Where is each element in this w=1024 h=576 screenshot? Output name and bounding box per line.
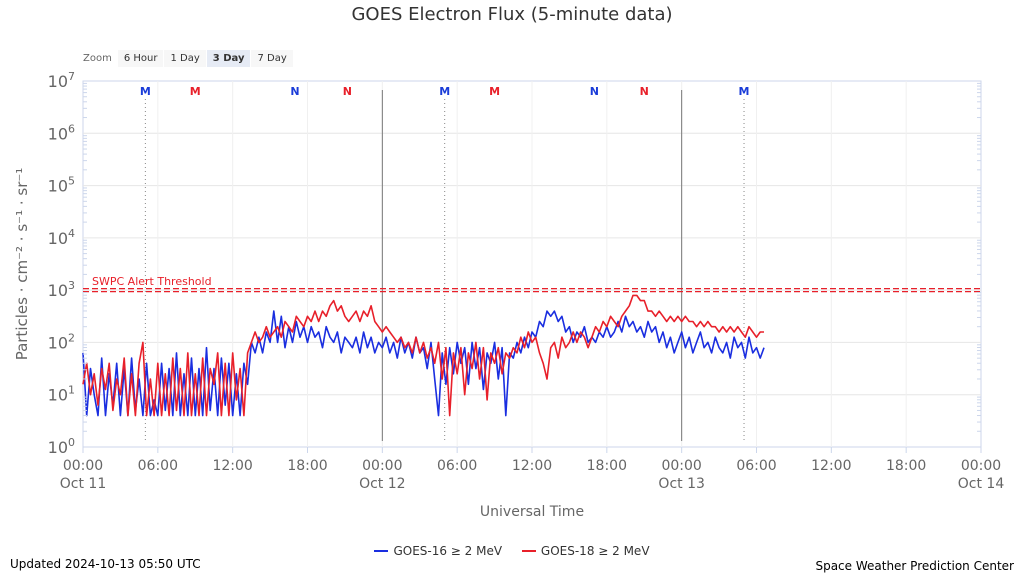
legend-label-goes16: GOES-16 ≥ 2 MeV — [393, 544, 503, 558]
event-marker-label: M — [739, 85, 750, 98]
x-tick-label: 00:00 — [961, 458, 1001, 474]
x-tick-label: 00:00 — [661, 458, 701, 474]
x-tick-label: 12:00 — [811, 458, 851, 474]
updated-timestamp: Updated 2024-10-13 05:50 UTC — [10, 557, 201, 571]
legend-item-goes16[interactable]: GOES-16 ≥ 2 MeV — [374, 544, 502, 558]
y-tick-label: 103 — [48, 279, 75, 300]
threshold: SWPC Alert Threshold — [83, 275, 981, 293]
zoom-3-day-button[interactable]: 3 Day — [206, 50, 251, 67]
x-tick-label: 12:00 — [212, 458, 252, 474]
legend-label-goes18: GOES-18 ≥ 2 MeV — [540, 544, 650, 558]
grid — [82, 80, 982, 448]
y-tick-label: 102 — [48, 331, 75, 352]
event-marker-label: M — [439, 85, 450, 98]
event-marker-label: N — [590, 85, 599, 98]
y-axis-title: Particles · cm⁻² · s⁻¹ · sr⁻¹ — [13, 168, 31, 361]
x-tick-label: 12:00 — [512, 458, 552, 474]
event-marker-label: N — [640, 85, 649, 98]
zoom-7-day-button[interactable]: 7 Day — [251, 50, 293, 67]
chart-title: GOES Electron Flux (5-minute data) — [351, 4, 673, 25]
series-goes16-line — [82, 310, 765, 417]
event-marker-label: N — [343, 85, 352, 98]
y-tick-label: 104 — [48, 227, 75, 248]
zoom-1-day-button[interactable]: 1 Day — [164, 50, 206, 67]
x-tick-label: 06:00 — [437, 458, 477, 474]
y-tick-label: 107 — [48, 70, 75, 91]
zoom-bar: Zoom 6 Hour 1 Day 3 Day 7 Day — [83, 50, 294, 67]
event-marker-label: M — [489, 85, 500, 98]
x-date-label: Oct 11 — [60, 476, 106, 492]
y-tick-label: 106 — [48, 122, 75, 143]
axes: 100 101 102 103 104 105 106 107 00:00 Oct 11 06:00… — [13, 70, 1004, 520]
series-goes18-line — [82, 294, 764, 417]
legend-item-goes18[interactable]: GOES-18 ≥ 2 MeV — [521, 544, 650, 558]
credit-text: Space Weather Prediction Center — [815, 559, 1014, 573]
series-lines — [82, 294, 765, 417]
x-tick-label: 18:00 — [287, 458, 327, 474]
y-tick-label: 105 — [48, 175, 75, 196]
zoom-label: Zoom — [83, 53, 112, 64]
x-date-label: Oct 12 — [359, 476, 405, 492]
x-tick-label: 00:00 — [63, 458, 103, 474]
x-tick-label: 18:00 — [587, 458, 627, 474]
x-tick-label: 00:00 — [362, 458, 402, 474]
x-date-label: Oct 13 — [658, 476, 704, 492]
threshold-label: SWPC Alert Threshold — [92, 275, 212, 288]
event-marker-label: N — [290, 85, 299, 98]
x-tick-label: 06:00 — [138, 458, 178, 474]
y-tick-label: 101 — [48, 384, 75, 405]
zoom-6-hour-button[interactable]: 6 Hour — [117, 50, 164, 67]
y-tick-label: 100 — [48, 436, 75, 457]
x-axis-title: Universal Time — [480, 504, 584, 520]
legend-swatch-goes18 — [521, 550, 536, 552]
event-marker-label: M — [140, 85, 151, 98]
day-dividers — [381, 90, 683, 441]
legend-swatch-goes16 — [374, 550, 389, 552]
x-tick-label: 06:00 — [736, 458, 776, 474]
event-marker-label: M — [190, 85, 201, 98]
x-tick-label: 18:00 — [886, 458, 926, 474]
x-date-label: Oct 14 — [958, 476, 1005, 492]
legend: GOES-16 ≥ 2 MeV GOES-18 ≥ 2 MeV — [0, 541, 1024, 558]
